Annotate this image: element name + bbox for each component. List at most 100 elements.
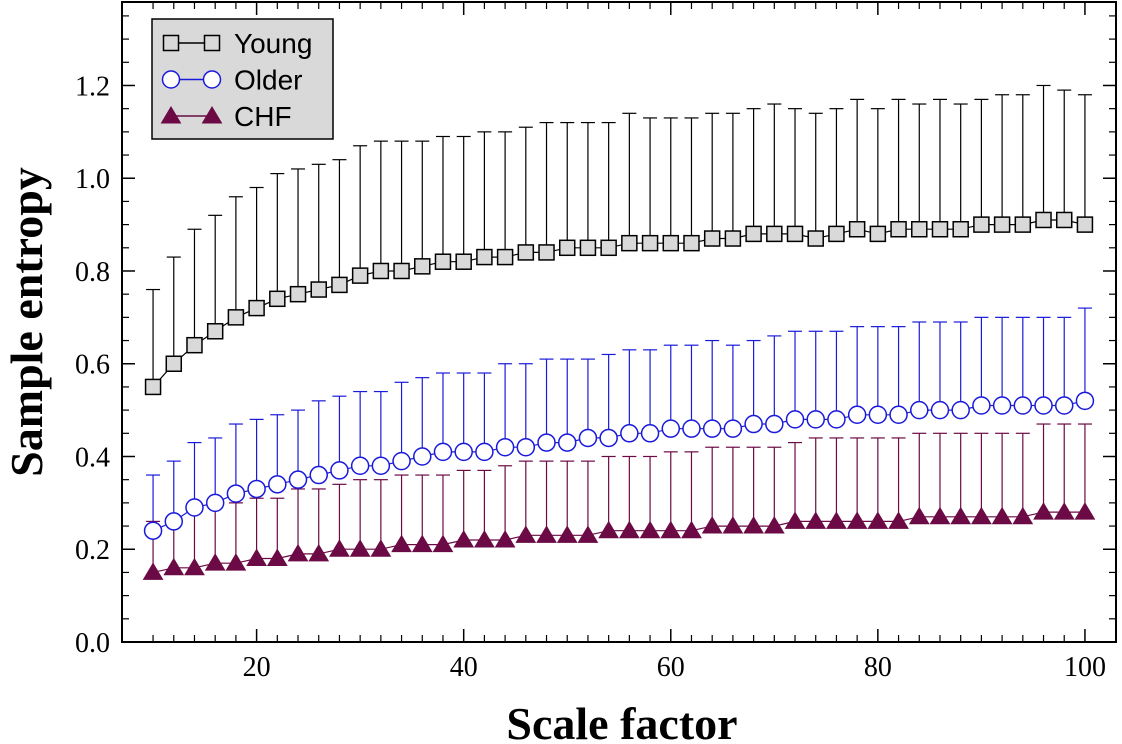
young-point	[828, 225, 845, 243]
chf-point	[349, 539, 371, 557]
older-point	[330, 461, 349, 480]
chf-point	[722, 516, 744, 534]
chf-point	[867, 511, 889, 529]
older-point	[495, 437, 515, 457]
x-axis-title: Scale factor	[506, 698, 737, 744]
older-point	[578, 428, 598, 448]
older-point	[309, 465, 328, 485]
chf-point	[1053, 502, 1075, 520]
older-point	[185, 498, 204, 517]
older-point	[599, 428, 618, 448]
older-point	[1034, 396, 1053, 415]
young-point	[558, 239, 576, 257]
older-point	[827, 410, 846, 429]
young-point	[393, 262, 410, 280]
older-point	[744, 414, 763, 434]
young-point	[310, 281, 327, 298]
chf-point	[826, 511, 847, 529]
young-point	[600, 239, 617, 257]
young-point	[248, 299, 265, 317]
young-point	[1076, 216, 1094, 233]
young-point	[662, 234, 680, 252]
chf-point	[411, 534, 433, 553]
chf-point	[391, 534, 412, 553]
young-point	[973, 216, 990, 233]
older-point	[413, 447, 432, 466]
y-tick-label: 0.0	[75, 628, 110, 659]
x-tick-label: 20	[243, 652, 271, 683]
chf-point	[743, 516, 764, 534]
chf-point	[971, 506, 992, 525]
older-point	[806, 410, 825, 429]
young-point	[641, 234, 659, 252]
young-point	[517, 244, 535, 261]
older-point	[143, 521, 163, 540]
y-tick-label: 1.2	[75, 71, 110, 102]
chf-point	[681, 520, 702, 539]
chf-point	[536, 525, 557, 543]
chf-point	[1012, 506, 1034, 525]
chf-point	[908, 506, 930, 525]
y-axis-title: Sample entropy	[1, 167, 52, 477]
chf-point	[432, 534, 454, 553]
older-point	[557, 433, 577, 452]
young-point	[724, 230, 742, 247]
older-point	[1075, 391, 1095, 411]
young-point	[476, 248, 493, 266]
older-point	[247, 479, 266, 499]
older-point	[475, 442, 494, 462]
chf-point	[618, 520, 640, 539]
older-point	[723, 419, 743, 438]
young-point	[372, 262, 390, 280]
older-point	[392, 451, 411, 471]
chf-point	[163, 557, 185, 576]
young-point	[745, 225, 762, 243]
young-point	[496, 248, 514, 266]
older-point	[682, 419, 701, 438]
young-point	[1035, 211, 1052, 229]
legend-chf-marker-right	[201, 106, 223, 124]
older-point	[951, 400, 970, 420]
chf-point	[556, 525, 578, 543]
y-tick-label: 0.8	[75, 257, 110, 288]
young-point	[621, 234, 638, 252]
older-point	[972, 396, 991, 415]
older-point	[702, 419, 722, 438]
chf-point	[370, 539, 392, 557]
older-point	[1013, 396, 1033, 415]
y-tick-label: 0.2	[75, 535, 110, 566]
older-point	[889, 405, 908, 425]
young-point	[848, 220, 866, 238]
young-point	[952, 220, 969, 238]
chf-point	[184, 557, 205, 576]
y-tick-labels: 0.0 0.2 0.4 0.6 0.8 1.0 1.2	[75, 71, 110, 659]
legend-older-label: Older	[234, 65, 302, 96]
chf-point	[763, 516, 785, 534]
young-point	[206, 323, 224, 340]
legend: Young Older CHF	[151, 18, 334, 140]
older-point	[785, 410, 805, 429]
x-tick-label: 40	[450, 652, 478, 683]
series-lines	[152, 219, 1086, 573]
young-point	[455, 253, 472, 270]
young-point	[227, 309, 245, 326]
x-tick-labels: 20 40 60 80 100	[243, 652, 1106, 683]
chf-point	[474, 529, 495, 548]
legend-chf-marker-left	[160, 106, 182, 124]
older-point	[350, 456, 370, 476]
chf-point	[329, 539, 350, 557]
young-point	[331, 276, 348, 294]
young-point	[807, 230, 824, 247]
young-point	[144, 378, 162, 396]
chf-point	[805, 511, 827, 529]
older-point	[226, 484, 246, 503]
chf-point	[266, 548, 288, 567]
young-point	[165, 355, 183, 372]
chf-point	[1033, 502, 1054, 520]
young-point	[911, 220, 928, 238]
older-point	[765, 414, 784, 434]
older-point	[537, 433, 556, 452]
young-point	[766, 225, 783, 243]
older-point	[620, 424, 639, 443]
